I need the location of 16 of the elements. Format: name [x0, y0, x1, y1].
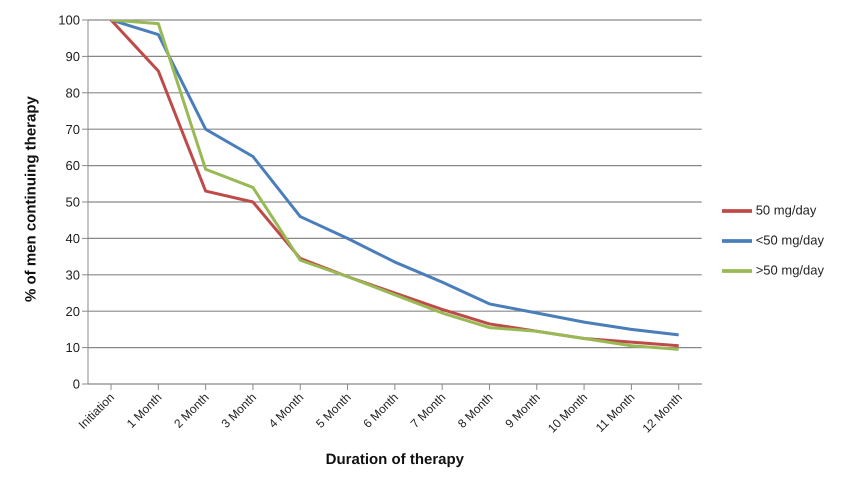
y-tick-label: 50 — [66, 194, 80, 210]
y-tick-label: 10 — [66, 340, 80, 356]
y-tick-label: 100 — [58, 12, 80, 28]
y-tick-label: 40 — [66, 231, 80, 246]
y-tick-label: 60 — [66, 158, 80, 174]
y-tick-label: 0 — [72, 376, 80, 392]
y-axis-title: % of men continuing therapy — [22, 96, 40, 302]
y-tick-label: 80 — [66, 85, 80, 100]
legend-label: >50 mg/day — [756, 262, 824, 278]
y-tick-label: 20 — [66, 304, 80, 319]
y-tick-label: 30 — [66, 267, 80, 282]
legend-label: 50 mg/day — [756, 202, 816, 218]
y-tick-label: 90 — [66, 49, 80, 64]
y-tick-label: 70 — [66, 122, 80, 137]
legend-label: <50 mg/day — [756, 232, 824, 248]
x-axis-title: Duration of therapy — [326, 451, 465, 468]
